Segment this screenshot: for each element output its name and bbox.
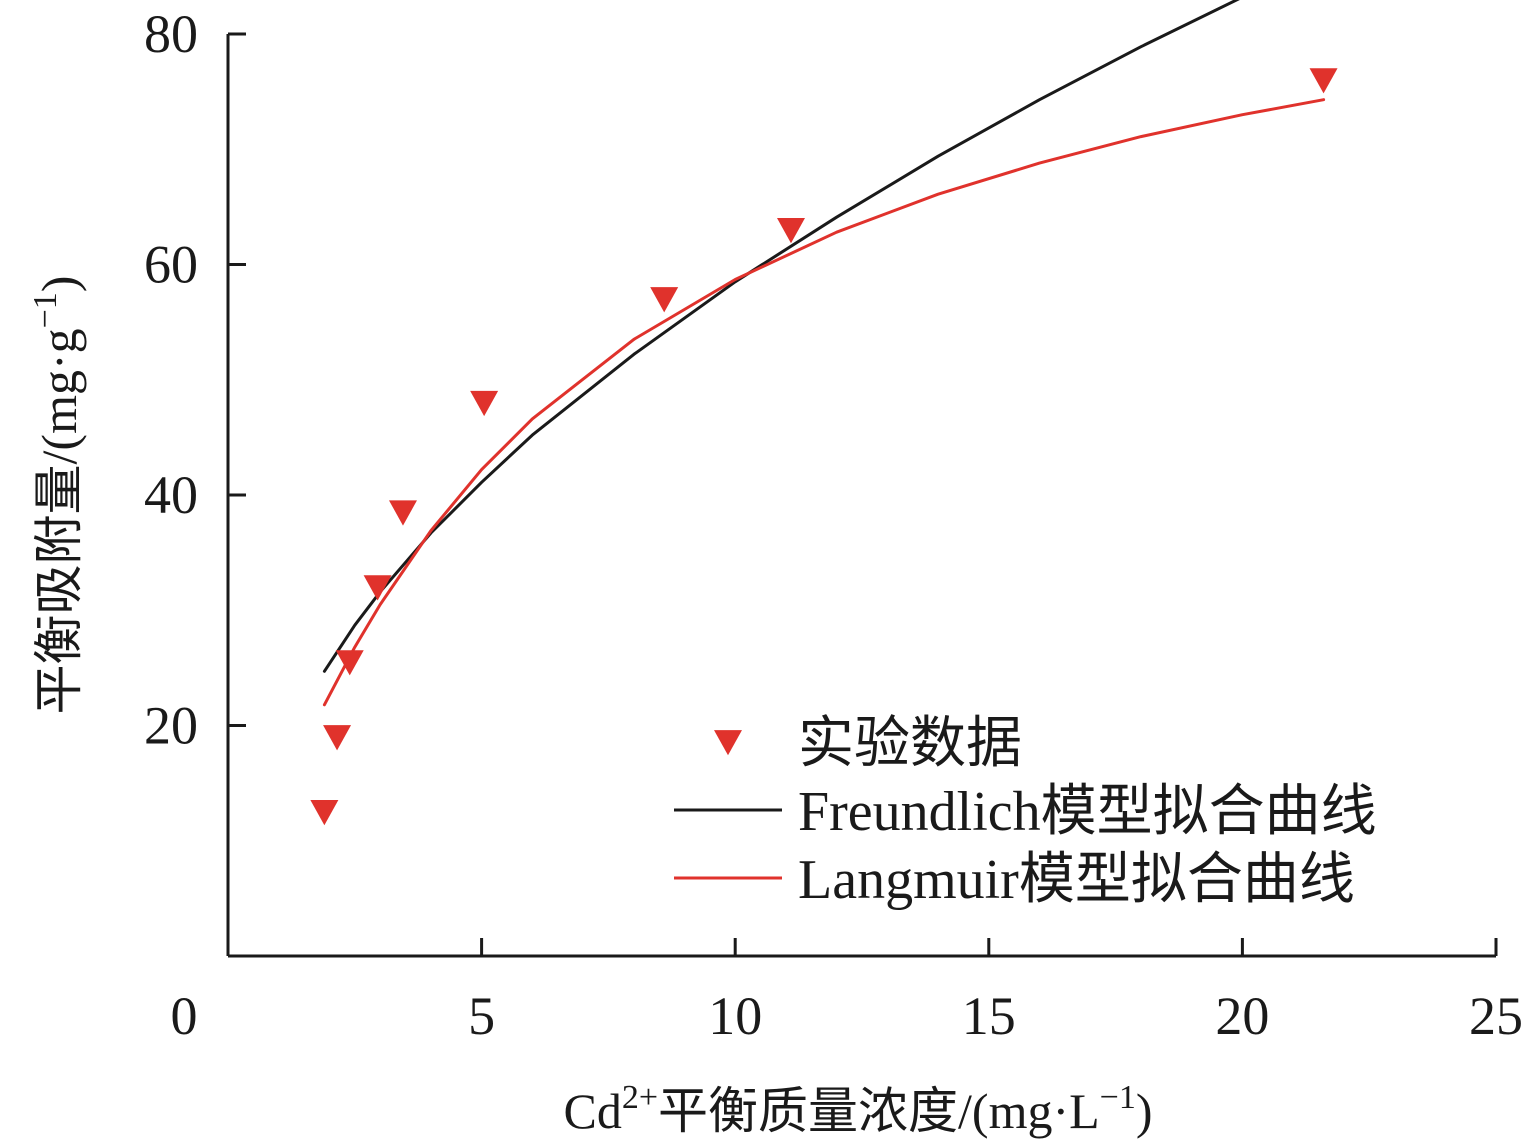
- series-line: [322, 98, 1326, 707]
- y-tick-label: 40: [144, 465, 198, 525]
- data-point: [388, 500, 417, 526]
- x-tick-label: 25: [1469, 986, 1523, 1046]
- y-tick-label: 80: [144, 4, 198, 64]
- data-point: [310, 800, 339, 826]
- data-point: [323, 725, 352, 751]
- legend-label: Freundlich模型拟合曲线: [798, 781, 1377, 843]
- points-layer: [310, 68, 1338, 826]
- series-line: [322, 0, 1240, 673]
- x-tick-label: 15: [962, 986, 1016, 1046]
- x-axis-title: Cd2+平衡质量浓度/(mg·L−1): [563, 1079, 1152, 1139]
- data-point: [776, 218, 805, 244]
- x-tick-label: 5: [468, 986, 495, 1046]
- y-axis-title: 平衡吸附量/(mg·g−1): [27, 276, 87, 715]
- y-ticks: 20 40 60 80: [144, 4, 246, 756]
- x-tick-label: 10: [708, 986, 762, 1046]
- y-tick-label: 60: [144, 235, 198, 295]
- data-point: [363, 575, 392, 601]
- data-point: [1309, 68, 1338, 94]
- y-tick-label: 20: [144, 696, 198, 756]
- x-tick-label: 20: [1215, 986, 1269, 1046]
- legend-label: 实验数据: [798, 713, 1022, 775]
- curves-layer: [322, 0, 1326, 707]
- data-point: [335, 650, 364, 676]
- x-tick-label: 0: [171, 986, 198, 1046]
- x-ticks: 0 5 10 15 20 25: [171, 938, 1523, 1046]
- legend-label: Langmuir模型拟合曲线: [798, 849, 1355, 911]
- data-point: [470, 390, 499, 417]
- legend-marker: [714, 730, 742, 756]
- data-point: [650, 287, 679, 313]
